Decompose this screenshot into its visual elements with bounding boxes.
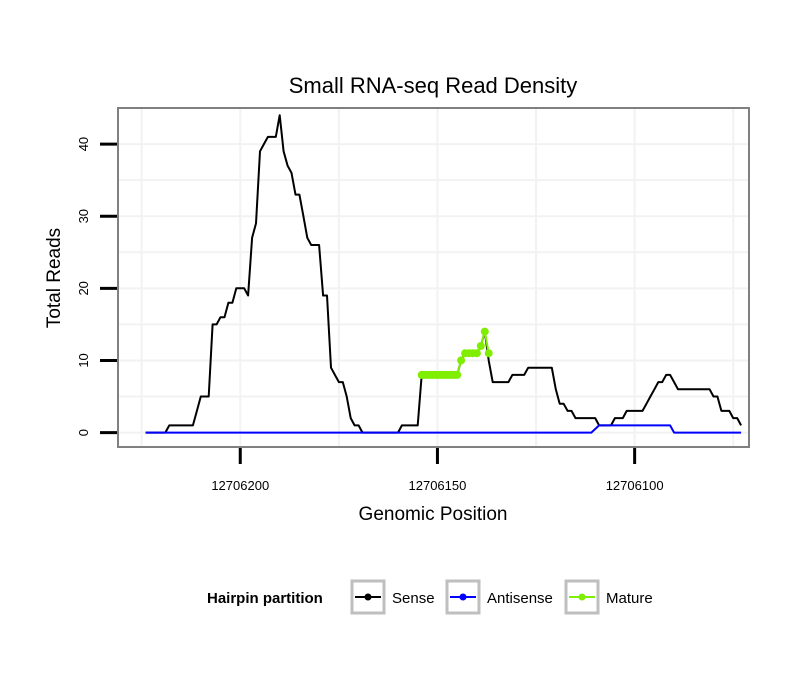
y-axis-label: Total Reads <box>44 228 65 328</box>
legend-item-antisense: Antisense <box>445 579 553 615</box>
series-line-antisense <box>145 424 742 434</box>
legend-marker-antisense <box>459 593 467 601</box>
chart-title: Small RNA-seq Read Density <box>289 73 578 98</box>
grid-layer <box>119 109 748 446</box>
legend-label-sense: Sense <box>392 590 435 607</box>
series-line-sense <box>145 114 742 434</box>
y-tick-label: 30 <box>76 209 91 223</box>
x-tick-label: 12706150 <box>409 478 467 493</box>
data-point-mature <box>476 342 485 350</box>
legend-label-antisense: Antisense <box>487 590 553 607</box>
y-tick-label: 0 <box>76 429 91 436</box>
legend-marker-mature <box>578 593 586 601</box>
data-point-mature <box>453 370 462 379</box>
y-tick-label: 40 <box>76 137 91 151</box>
y-tick-label: 20 <box>76 281 91 295</box>
data-point-mature <box>480 327 489 336</box>
legend-title: Hairpin partition <box>207 590 323 607</box>
legend-label-mature: Mature <box>606 590 653 607</box>
data-point-mature <box>457 356 466 365</box>
series-layer <box>145 114 742 434</box>
legend-item-sense: Sense <box>350 579 435 615</box>
legend-item-mature: Mature <box>564 579 653 615</box>
x-tick-label: 12706100 <box>606 478 664 493</box>
legend: Hairpin partition Sense Antisense Mature <box>207 579 653 615</box>
x-tick-label: 12706200 <box>211 478 269 493</box>
data-point-mature <box>472 349 481 358</box>
axis-layer: 12706200 12706150 12706100 0 10 20 30 40 <box>76 137 664 493</box>
legend-marker-sense <box>364 593 372 601</box>
x-axis-label: Genomic Position <box>359 504 508 525</box>
data-point-mature <box>484 349 493 358</box>
plot-panel <box>117 107 750 448</box>
y-tick-label: 10 <box>76 353 91 367</box>
